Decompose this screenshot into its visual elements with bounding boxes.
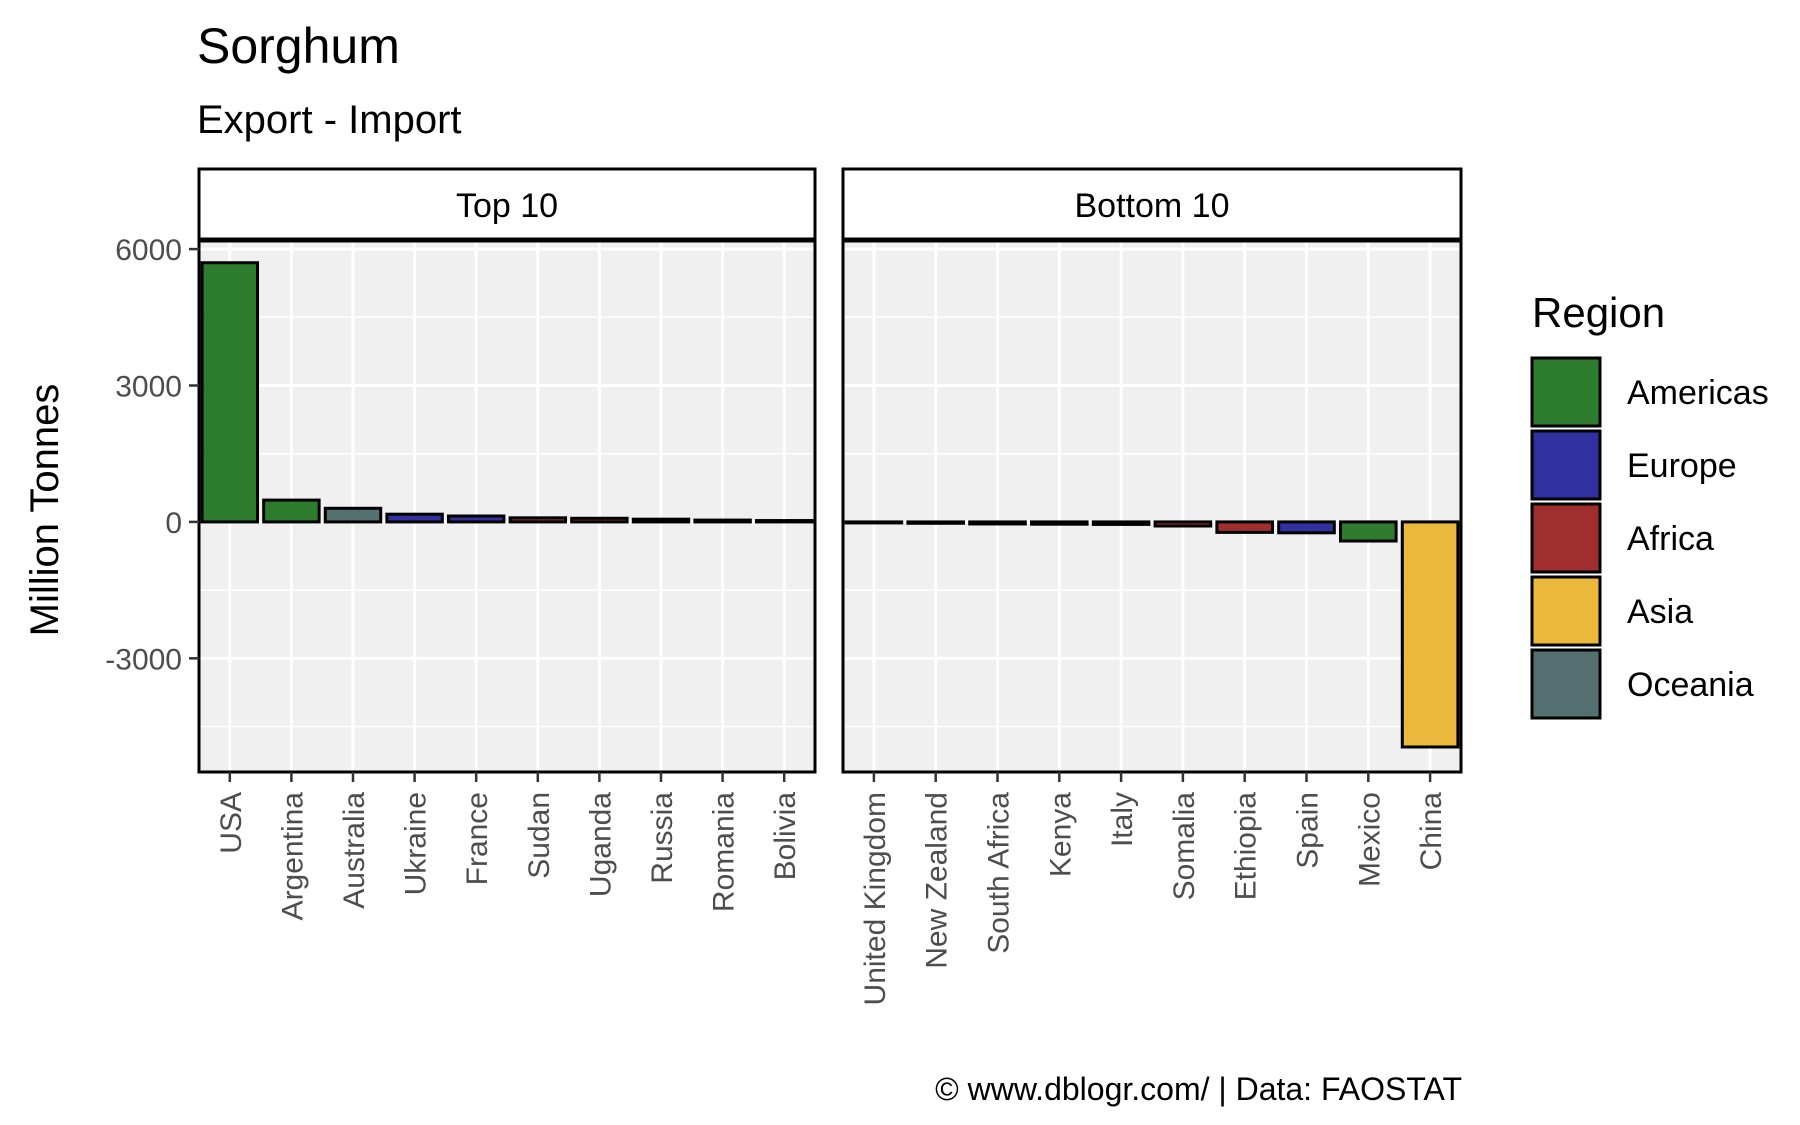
bar-spain bbox=[1277, 520, 1336, 535]
bar-australia bbox=[323, 506, 383, 524]
bar-united-kingdom bbox=[844, 520, 904, 525]
x-tick-label: Somalia bbox=[1168, 792, 1201, 901]
x-tick-label: USA bbox=[215, 792, 248, 854]
x-tick-label: Italy bbox=[1106, 792, 1139, 847]
x-tick-label: Sudan bbox=[523, 792, 556, 879]
legend-label-asia: Asia bbox=[1627, 593, 1693, 631]
legend-key-europe bbox=[1530, 429, 1602, 501]
x-tick-label: Uganda bbox=[584, 792, 617, 897]
plot-background bbox=[843, 240, 1461, 772]
legend-key-asia bbox=[1530, 575, 1602, 647]
bar-kenya bbox=[1029, 520, 1089, 526]
bar-sudan bbox=[508, 516, 568, 524]
panel-top-10: Top 10 USA Argentina Australia Ukraine France… bbox=[197, 167, 817, 921]
bar-new-zealand bbox=[906, 520, 966, 525]
strip bbox=[197, 167, 817, 242]
x-tick-label: South Africa bbox=[983, 792, 1016, 954]
x-tick-label: France bbox=[461, 792, 494, 885]
bar-argentina bbox=[262, 498, 321, 524]
x-tick-label: New Zealand bbox=[921, 792, 954, 969]
y-axis: 6000 3000 0 -3000 bbox=[105, 234, 199, 676]
legend-label-africa: Africa bbox=[1627, 520, 1714, 558]
strip-label: Bottom 10 bbox=[1075, 187, 1230, 225]
caption: © www.dblogr.com/ | Data: FAOSTAT bbox=[935, 1071, 1462, 1107]
legend-label-oceania: Oceania bbox=[1627, 666, 1754, 704]
legend-key-oceania bbox=[1530, 648, 1602, 720]
x-tick-label: Kenya bbox=[1044, 792, 1077, 877]
bar-china bbox=[1400, 520, 1460, 749]
bar-italy bbox=[1091, 520, 1151, 526]
panel-bottom-10: Bottom 10 United Kingdom New Zealand South … bbox=[841, 167, 1463, 1005]
x-tick-label: Mexico bbox=[1353, 792, 1386, 887]
bar-france bbox=[446, 514, 506, 524]
chart-subtitle: Export - Import bbox=[197, 98, 462, 142]
bar-somalia bbox=[1153, 520, 1213, 528]
chart-title: Sorghum bbox=[197, 18, 400, 74]
legend-title: Region bbox=[1532, 289, 1665, 336]
y-tick-label: 0 bbox=[165, 507, 182, 540]
legend-key-africa bbox=[1530, 502, 1602, 574]
x-tick-label: Russia bbox=[646, 792, 679, 884]
x-tick-label: Ukraine bbox=[400, 792, 433, 895]
bar-south-africa bbox=[968, 520, 1027, 526]
bar-russia bbox=[631, 517, 691, 524]
legend-key-americas bbox=[1530, 356, 1602, 428]
x-tick-label: Argentina bbox=[276, 792, 309, 921]
bar-bolivia bbox=[754, 519, 814, 524]
x-tick-label: Bolivia bbox=[769, 792, 802, 881]
y-tick-label: 6000 bbox=[115, 234, 182, 267]
legend-label-europe: Europe bbox=[1627, 447, 1737, 485]
strip-label: Top 10 bbox=[456, 187, 558, 225]
x-tick-label: China bbox=[1415, 792, 1448, 871]
y-tick-label: -3000 bbox=[105, 643, 182, 676]
bar-usa bbox=[200, 261, 260, 524]
x-tick-label: Australia bbox=[338, 792, 371, 909]
x-tick-label: Spain bbox=[1292, 792, 1325, 869]
panels: Top 10 USA Argentina Australia Ukraine France… bbox=[197, 167, 1463, 1005]
legend: Region Americas Europe Africa Asia Oceania bbox=[1530, 289, 1769, 720]
y-tick-label: 3000 bbox=[115, 371, 182, 404]
x-tick-label: United Kingdom bbox=[859, 792, 892, 1005]
bar-mexico bbox=[1338, 520, 1398, 543]
bar-romania bbox=[693, 518, 752, 524]
y-axis-title: Million Tonnes bbox=[23, 384, 67, 637]
x-tick-label: Romania bbox=[708, 792, 741, 912]
x-tick-label: Ethiopia bbox=[1230, 792, 1263, 901]
bar-ukraine bbox=[385, 512, 444, 524]
legend-label-americas: Americas bbox=[1627, 374, 1769, 412]
bar-ethiopia bbox=[1215, 520, 1275, 534]
bar-uganda bbox=[570, 516, 629, 524]
